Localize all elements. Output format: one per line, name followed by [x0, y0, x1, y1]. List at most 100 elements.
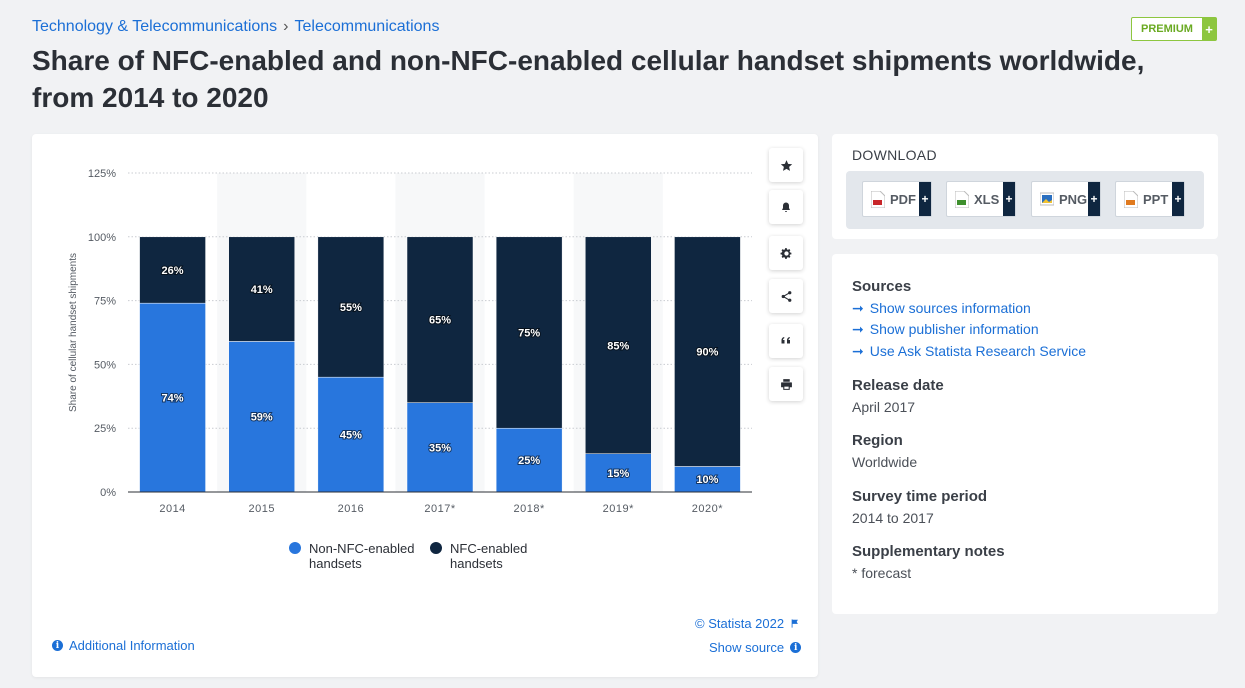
bar-non-nfc [317, 376, 385, 493]
flag-icon [791, 619, 798, 628]
x-tick-label: 2018* [514, 503, 545, 515]
y-tick-label: 50% [94, 359, 116, 371]
download-buttons: PDF + XLS + PNG + PPT + [846, 171, 1204, 229]
data-label: 10% [696, 474, 718, 486]
ppt-file-icon [1124, 190, 1138, 208]
bar-nfc [674, 236, 741, 467]
download-card: DOWNLOAD PDF + XLS + PNG + PPT + [832, 134, 1218, 239]
breadcrumb-separator: › [283, 18, 289, 35]
ask-statista-link[interactable]: ➞ Use Ask Statista Research Service [852, 343, 1087, 359]
data-label: 15% [607, 468, 629, 480]
premium-label: PREMIUM [1141, 23, 1193, 35]
arrow-right-icon: ➞ [852, 300, 864, 316]
favorite-button[interactable] [769, 148, 803, 182]
breadcrumb-item-telecommunications[interactable]: Telecommunications [294, 18, 440, 35]
notification-button[interactable] [769, 190, 803, 224]
bar-nfc [139, 236, 206, 304]
pdf-file-icon [871, 190, 885, 208]
release-date-value: April 2017 [852, 399, 916, 415]
download-ppt-button[interactable]: PPT + [1115, 181, 1185, 217]
bar-nfc [228, 236, 295, 342]
print-button[interactable] [769, 367, 803, 401]
plus-icon: + [1088, 182, 1100, 216]
additional-information-link[interactable]: i Additional Information [52, 638, 195, 653]
info-icon: i [52, 640, 63, 651]
page-title: Share of NFC-enabled and non-NFC-enabled… [32, 45, 1145, 113]
settings-button[interactable] [769, 236, 803, 270]
legend-dot-non-nfc [289, 542, 301, 554]
arrow-right-icon: ➞ [852, 321, 864, 337]
bar-nfc [317, 236, 385, 378]
show-publisher-link[interactable]: ➞ Show publisher information [852, 321, 1039, 337]
data-label: 41% [251, 284, 273, 296]
bar-non-nfc [406, 402, 474, 493]
bar-non-nfc [674, 466, 741, 493]
download-xls-label: XLS [974, 191, 1000, 207]
x-tick-label: 2019* [603, 503, 634, 515]
legend-item-non-nfc[interactable]: Non-NFC-enabled handsets [289, 541, 415, 571]
copyright-label: © Statista 2022 [695, 616, 785, 631]
legend-label-nfc: NFC-enabled handsets [450, 541, 528, 571]
y-axis-title: Share of cellular handset shipments [68, 253, 79, 412]
data-label: 65% [429, 315, 451, 327]
statista-copyright-link[interactable]: © Statista 2022 [695, 616, 800, 631]
bell-icon [782, 202, 790, 212]
region-heading: Region [852, 432, 903, 449]
quote-icon [781, 337, 790, 344]
x-tick-label: 2016 [338, 503, 364, 515]
download-png-button[interactable]: PNG + [1031, 181, 1101, 217]
survey-period-heading: Survey time period [852, 488, 988, 505]
data-label: 35% [429, 442, 451, 454]
data-label: 75% [518, 328, 540, 340]
download-pdf-label: PDF [890, 191, 916, 207]
x-tick-label: 2015 [248, 503, 274, 515]
download-png-label: PNG [1059, 191, 1088, 207]
download-pdf-button[interactable]: PDF + [862, 181, 932, 217]
premium-plus-icon: + [1202, 18, 1216, 40]
region-value: Worldwide [852, 454, 918, 470]
print-icon [780, 378, 792, 390]
share-button[interactable] [769, 279, 803, 313]
y-tick-label: 25% [94, 423, 116, 435]
x-tick-label: 2020* [692, 503, 723, 515]
bar-nfc [406, 236, 474, 403]
sources-heading: Sources [852, 278, 912, 295]
y-tick-label: 125% [88, 168, 116, 180]
cite-button[interactable] [769, 324, 803, 358]
info-icon: i [790, 642, 802, 653]
bar-nfc [495, 236, 563, 429]
data-label: 74% [162, 393, 184, 405]
breadcrumb-item-technology[interactable]: Technology & Telecommunications [32, 18, 278, 35]
survey-period-value: 2014 to 2017 [852, 510, 934, 526]
data-label: 85% [607, 340, 629, 352]
bar-non-nfc [585, 453, 652, 493]
xls-file-icon [955, 190, 969, 208]
premium-badge[interactable]: PREMIUM + [1131, 17, 1217, 41]
share-icon [781, 290, 791, 302]
png-file-icon [1040, 192, 1054, 205]
bar-non-nfc [495, 427, 563, 493]
show-sources-link[interactable]: ➞ Show sources information [852, 300, 1031, 316]
release-date-heading: Release date [852, 377, 944, 394]
data-label: 90% [696, 347, 718, 359]
download-xls-button[interactable]: XLS + [946, 181, 1016, 217]
legend-item-nfc[interactable]: NFC-enabled handsets [430, 541, 527, 571]
supplementary-notes-value: * forecast [852, 565, 912, 581]
additional-information-label: Additional Information [69, 638, 195, 653]
download-ppt-label: PPT [1143, 191, 1169, 207]
show-source-label: Show source [709, 640, 785, 655]
chart-card: 0% 25% 50% 75% 100% 125% Share of cellular han… [32, 134, 818, 677]
legend-dot-nfc [430, 542, 442, 554]
data-label: 59% [251, 412, 273, 424]
plus-icon: + [1003, 182, 1015, 216]
plus-icon: + [919, 182, 931, 216]
y-tick-label: 100% [88, 232, 116, 244]
data-label: 25% [518, 455, 540, 467]
arrow-right-icon: ➞ [852, 343, 864, 359]
supplementary-notes-heading: Supplementary notes [852, 543, 1005, 560]
gear-icon [780, 247, 791, 259]
bar-non-nfc [139, 302, 206, 493]
breadcrumb: Technology & Telecommunications › Telecomm… [32, 18, 439, 36]
star-icon [780, 159, 792, 171]
show-source-link[interactable]: Show source i [709, 640, 802, 655]
